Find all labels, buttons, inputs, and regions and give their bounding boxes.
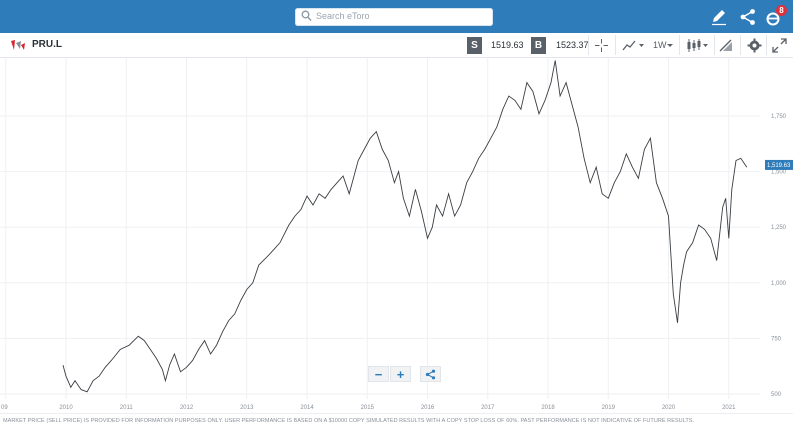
price-series-line <box>62 60 748 393</box>
indicators-icon[interactable] <box>621 37 647 54</box>
buy-button[interactable]: B <box>531 37 546 54</box>
etoro-notification-icon[interactable] <box>765 7 785 27</box>
y-tick-label: 1,000 <box>771 281 787 287</box>
y-tick-label: 500 <box>771 392 782 398</box>
share-chart-icon <box>425 369 436 380</box>
sell-price: 1519.63 <box>491 40 524 50</box>
search-box[interactable]: Search eToro <box>295 8 493 26</box>
timeframe-chevron-icon[interactable] <box>666 37 675 54</box>
gear-icon[interactable] <box>746 37 763 54</box>
x-tick-label: 2015 <box>361 405 375 411</box>
x-tick-label: 2011 <box>120 405 134 411</box>
search-icon <box>301 10 312 21</box>
toolbar-divider <box>679 35 680 55</box>
x-tick-label: 2018 <box>541 405 555 411</box>
y-tick-label: 1,250 <box>771 225 787 231</box>
y-tick-label: 1,750 <box>771 114 787 120</box>
x-tick-label: 09 <box>1 405 8 411</box>
chart-toolbar <box>0 33 793 58</box>
x-tick-label: 2016 <box>421 405 435 411</box>
toolbar-divider <box>615 35 616 55</box>
share-chart-button[interactable] <box>420 366 441 382</box>
disclaimer-text: MARKET PRICE (SELL PRICE) IS PROVIDED FO… <box>3 418 695 424</box>
notification-badge: 8 <box>776 5 787 16</box>
y-tick-label: 750 <box>771 336 782 342</box>
search-placeholder: Search eToro <box>316 11 370 21</box>
toolbar-divider <box>588 35 589 55</box>
share-icon[interactable] <box>738 7 758 27</box>
toolbar-divider <box>766 35 767 55</box>
y-tick-label: 1,500 <box>771 170 787 176</box>
x-tick-label: 2020 <box>662 405 676 411</box>
expand-icon[interactable] <box>771 37 788 54</box>
drawing-icon[interactable] <box>718 37 735 54</box>
x-tick-label: 2019 <box>602 405 616 411</box>
last-price-label: 1,519.63 <box>767 163 791 169</box>
sell-button[interactable]: S <box>467 37 482 54</box>
x-tick-label: 2013 <box>240 405 254 411</box>
x-tick-label: 2017 <box>481 405 495 411</box>
buy-price: 1523.37 <box>556 40 589 50</box>
x-tick-label: 2012 <box>180 405 194 411</box>
x-tick-label: 2010 <box>59 405 73 411</box>
last-price-tag <box>765 159 793 170</box>
timeframe-selector[interactable]: 1W <box>653 40 667 50</box>
candles-icon[interactable] <box>685 37 711 54</box>
instrument-logo <box>11 40 25 50</box>
zoom-in-button[interactable]: + <box>390 366 411 382</box>
zoom-out-button[interactable]: − <box>368 366 389 382</box>
price-chart[interactable]: 09 2010 2011 2012 2013 2014 2015 2016 2017 2018 20… <box>0 58 793 411</box>
pencil-icon[interactable] <box>709 7 729 27</box>
toolbar-divider <box>740 35 741 55</box>
crosshair-icon[interactable] <box>593 37 610 54</box>
x-tick-label: 2014 <box>300 405 314 411</box>
footer-divider <box>0 413 793 414</box>
instrument-symbol: PRU.L <box>32 39 62 50</box>
x-tick-label: 2021 <box>722 405 736 411</box>
toolbar-divider <box>714 35 715 55</box>
